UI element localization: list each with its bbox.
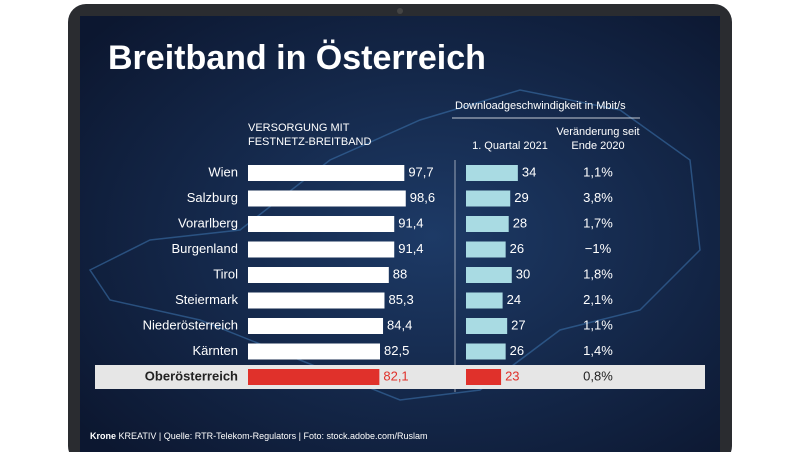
change-label: 1,1% xyxy=(583,164,613,179)
category-label: Vorarlberg xyxy=(178,215,238,230)
change-label: 3,8% xyxy=(583,190,613,205)
value-label: 97,7 xyxy=(408,164,433,179)
value-label: 91,4 xyxy=(398,215,423,230)
change-label: 1,7% xyxy=(583,215,613,230)
category-label: Kärnten xyxy=(192,343,238,358)
category-label: Oberösterreich xyxy=(145,368,238,383)
change-label: 1,8% xyxy=(583,266,613,281)
group-title: Downloadgeschwindigkeit in Mbit/s xyxy=(455,100,626,112)
bar xyxy=(248,241,395,258)
footer-brand-sub: KREATIV xyxy=(119,431,157,441)
bar xyxy=(248,190,406,207)
camera xyxy=(397,8,403,14)
value-label: 34 xyxy=(522,164,536,179)
value-label: 82,5 xyxy=(384,343,409,358)
category-label: Niederösterreich xyxy=(143,317,238,332)
category-label: Steiermark xyxy=(175,292,238,307)
change-label: −1% xyxy=(585,241,612,256)
bar xyxy=(466,216,509,232)
footer-brand: Krone xyxy=(90,431,116,441)
bar xyxy=(248,369,380,385)
bar xyxy=(466,190,511,207)
category-label: Tirol xyxy=(213,266,238,281)
value-label: 82,1 xyxy=(383,368,408,383)
column-title: FESTNETZ-BREITBAND xyxy=(248,136,372,148)
value-label: 91,4 xyxy=(398,241,423,256)
value-label: 24 xyxy=(507,292,521,307)
category-label: Burgenland xyxy=(172,241,239,256)
value-label: 30 xyxy=(516,266,530,281)
bar xyxy=(466,318,508,334)
column-title: Veränderung seit xyxy=(556,126,639,138)
change-label: 0,8% xyxy=(583,368,613,383)
bar xyxy=(466,369,502,385)
footer: Krone KREATIV | Quelle: RTR-Telekom-Regu… xyxy=(90,431,428,441)
bar xyxy=(466,292,503,309)
highlight-row xyxy=(95,365,705,389)
value-label: 26 xyxy=(510,241,524,256)
change-label: 2,1% xyxy=(583,292,613,307)
category-label: Salzburg xyxy=(187,190,238,205)
footer-source: | Quelle: RTR-Telekom-Regulators | Foto:… xyxy=(159,431,428,441)
bar xyxy=(248,216,395,232)
value-label: 98,6 xyxy=(410,190,435,205)
value-label: 85,3 xyxy=(388,292,413,307)
column-title: VERSORGUNG MIT xyxy=(248,122,350,134)
value-label: 28 xyxy=(513,215,527,230)
bar xyxy=(466,241,506,258)
value-label: 26 xyxy=(510,343,524,358)
column-title: Ende 2020 xyxy=(571,140,624,152)
bar xyxy=(466,267,512,283)
change-label: 1,1% xyxy=(583,317,613,332)
value-label: 29 xyxy=(514,190,528,205)
bar xyxy=(248,165,405,181)
bar xyxy=(248,318,384,334)
value-label: 27 xyxy=(511,317,525,332)
category-label: Wien xyxy=(208,164,238,179)
value-label: 23 xyxy=(505,368,519,383)
value-label: 88 xyxy=(393,266,407,281)
bar xyxy=(248,343,380,360)
column-title: 1. Quartal 2021 xyxy=(472,140,548,152)
bar xyxy=(248,267,389,283)
title: Breitband in Österreich xyxy=(108,39,486,77)
bar xyxy=(466,343,506,360)
bar xyxy=(466,165,518,181)
value-label: 84,4 xyxy=(387,317,412,332)
change-label: 1,4% xyxy=(583,343,613,358)
bar xyxy=(248,292,385,309)
